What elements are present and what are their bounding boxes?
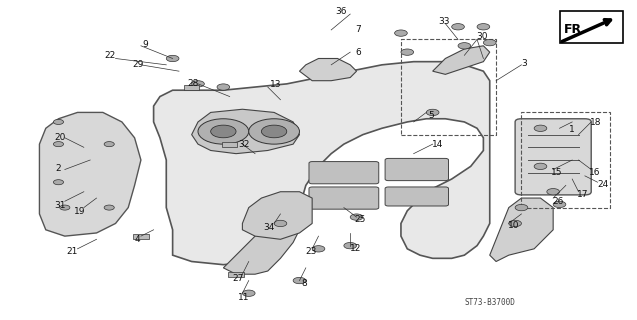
Text: 31: 31 xyxy=(54,201,66,210)
Circle shape xyxy=(483,39,496,46)
Text: 8: 8 xyxy=(302,279,308,288)
Text: 10: 10 xyxy=(508,220,519,229)
Text: 11: 11 xyxy=(238,292,250,301)
Text: 2: 2 xyxy=(55,164,61,173)
Circle shape xyxy=(248,119,299,144)
FancyBboxPatch shape xyxy=(515,119,591,195)
Circle shape xyxy=(312,246,325,252)
Text: 17: 17 xyxy=(577,190,589,199)
Circle shape xyxy=(54,180,64,185)
Bar xyxy=(522,112,610,208)
Text: 25: 25 xyxy=(354,215,366,224)
Bar xyxy=(229,272,244,277)
Text: 14: 14 xyxy=(432,140,443,149)
Text: 9: 9 xyxy=(143,40,148,49)
Circle shape xyxy=(477,24,490,30)
Circle shape xyxy=(344,243,357,249)
Polygon shape xyxy=(490,198,553,261)
Polygon shape xyxy=(433,46,490,74)
Circle shape xyxy=(198,119,248,144)
Text: 27: 27 xyxy=(233,274,243,283)
FancyBboxPatch shape xyxy=(385,158,448,180)
Circle shape xyxy=(192,81,204,87)
Circle shape xyxy=(217,84,230,90)
Bar xyxy=(133,234,148,239)
Circle shape xyxy=(293,277,306,284)
Circle shape xyxy=(104,142,114,147)
Circle shape xyxy=(547,188,559,195)
Text: 16: 16 xyxy=(589,168,600,177)
Circle shape xyxy=(54,142,64,147)
Text: 22: 22 xyxy=(105,52,116,60)
Text: 18: 18 xyxy=(590,118,601,127)
FancyBboxPatch shape xyxy=(309,162,379,184)
Circle shape xyxy=(509,220,522,227)
Circle shape xyxy=(452,24,464,30)
Text: 29: 29 xyxy=(132,60,143,69)
Text: 19: 19 xyxy=(74,207,85,216)
Text: 13: 13 xyxy=(269,80,281,89)
Text: 33: 33 xyxy=(438,17,450,26)
Text: 6: 6 xyxy=(355,48,361,57)
Text: 7: 7 xyxy=(355,25,361,35)
Bar xyxy=(222,142,238,147)
Polygon shape xyxy=(224,223,299,274)
Circle shape xyxy=(394,30,407,36)
Bar xyxy=(401,39,496,135)
Circle shape xyxy=(274,220,287,227)
Polygon shape xyxy=(39,112,141,236)
Text: 5: 5 xyxy=(429,111,434,120)
Text: 12: 12 xyxy=(350,244,361,253)
Text: FR.: FR. xyxy=(564,23,587,36)
Circle shape xyxy=(54,119,64,124)
Circle shape xyxy=(553,201,566,208)
Circle shape xyxy=(426,109,439,116)
Circle shape xyxy=(534,125,547,132)
Circle shape xyxy=(350,214,363,220)
Circle shape xyxy=(534,163,547,170)
Circle shape xyxy=(261,125,287,138)
Text: ST73-B3700D: ST73-B3700D xyxy=(464,298,515,307)
FancyBboxPatch shape xyxy=(385,187,448,206)
Text: 20: 20 xyxy=(55,133,66,142)
Text: 30: 30 xyxy=(476,32,488,41)
Polygon shape xyxy=(154,62,490,265)
Circle shape xyxy=(166,55,179,62)
Text: 3: 3 xyxy=(522,59,527,68)
Polygon shape xyxy=(192,109,299,154)
Text: 26: 26 xyxy=(552,197,563,206)
Text: 34: 34 xyxy=(263,223,275,232)
Circle shape xyxy=(60,205,70,210)
Circle shape xyxy=(104,205,114,210)
Polygon shape xyxy=(299,59,357,81)
Text: 36: 36 xyxy=(335,7,347,16)
Polygon shape xyxy=(243,192,312,239)
Circle shape xyxy=(515,204,528,211)
Text: 23: 23 xyxy=(305,247,317,256)
Text: 32: 32 xyxy=(238,140,249,149)
Circle shape xyxy=(211,125,236,138)
Circle shape xyxy=(401,49,413,55)
Text: 28: 28 xyxy=(187,79,199,88)
Circle shape xyxy=(458,43,471,49)
Text: 15: 15 xyxy=(550,168,562,177)
Text: 24: 24 xyxy=(597,180,608,189)
Text: 4: 4 xyxy=(135,235,141,244)
Bar xyxy=(559,11,623,43)
Circle shape xyxy=(243,290,255,296)
Bar xyxy=(184,84,199,90)
Text: 21: 21 xyxy=(67,247,78,256)
FancyBboxPatch shape xyxy=(309,187,379,209)
Text: 1: 1 xyxy=(569,125,575,134)
